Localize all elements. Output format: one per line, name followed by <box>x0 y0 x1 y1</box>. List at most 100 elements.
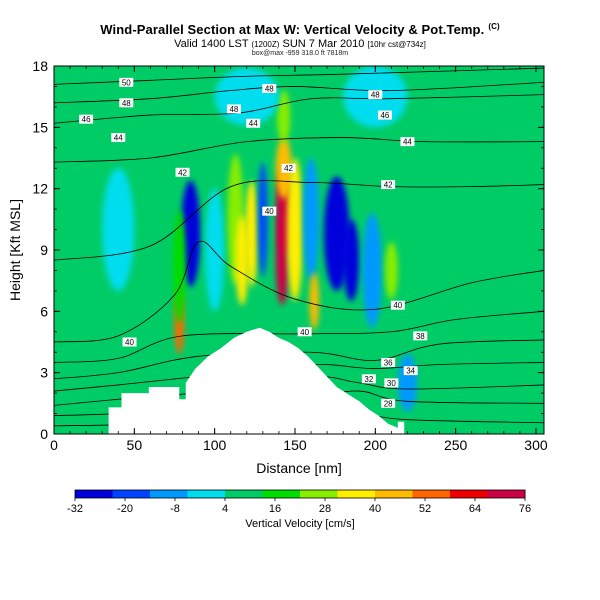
isentrope-line <box>54 180 544 261</box>
contour-label: 40 <box>300 328 309 337</box>
velocity-cell <box>323 176 350 291</box>
velocity-cell <box>275 215 289 306</box>
colorbar-swatch <box>375 490 413 498</box>
colorbar-tick-label: 76 <box>519 503 531 515</box>
velocity-cell <box>172 209 186 324</box>
contour-label-box <box>79 114 94 124</box>
x-axis-label: Distance [nm] <box>256 460 342 476</box>
contour-label-box <box>390 300 405 310</box>
y-axis-label: Height [Kft MSL] <box>7 199 23 301</box>
contour-label: 42 <box>284 164 293 173</box>
contour-label: 50 <box>122 78 131 87</box>
y-tick-label: 3 <box>40 365 48 381</box>
chart-subtitle: Valid 1400 LST (1200Z) SUN 7 Mar 2010 [1… <box>0 38 600 50</box>
contour-label-box <box>262 206 277 216</box>
velocity-cell <box>286 158 304 302</box>
colorbar-swatch <box>300 490 338 498</box>
contour-label: 38 <box>416 332 425 341</box>
contour-label-box <box>403 366 418 376</box>
colorbar-frame <box>74 489 526 499</box>
colorbar-swatch <box>412 490 451 498</box>
velocity-cell <box>343 219 360 302</box>
colorbar-tick-label: 4 <box>222 503 228 515</box>
contour-label: 32 <box>364 375 373 384</box>
contour-label: 34 <box>406 367 415 376</box>
x-tick-label: 200 <box>364 437 388 453</box>
isentrope-line <box>54 94 544 124</box>
colorbar-swatch <box>487 490 526 498</box>
colorbar-swatch <box>262 490 301 498</box>
contour-label-box <box>377 110 392 120</box>
colorbar-swatch <box>187 490 226 498</box>
y-tick-label: 9 <box>40 242 48 258</box>
colorbar-tick-label: 52 <box>419 503 431 515</box>
contour-label: 48 <box>229 105 238 114</box>
velocity-cell <box>205 188 225 312</box>
velocity-cell <box>423 209 520 414</box>
contour-label: 46 <box>82 115 91 124</box>
contour-label-box <box>413 331 428 341</box>
y-tick-label: 12 <box>32 181 48 197</box>
colorbar-label: Vertical Velocity [cm/s] <box>245 518 354 530</box>
colorbar-tick-label: 16 <box>269 503 281 515</box>
contour-label: 40 <box>125 338 134 347</box>
velocity-cell <box>102 168 135 291</box>
contour-label-box <box>400 137 415 147</box>
terrain-mask <box>54 327 544 434</box>
colorbar-tick-label: -20 <box>117 503 133 515</box>
velocity-cell <box>214 68 279 126</box>
contour-label: 48 <box>122 99 131 108</box>
x-tick-label: 100 <box>203 437 227 453</box>
contour-label-box <box>246 118 261 128</box>
colorbar-tick-label: -8 <box>170 503 180 515</box>
subtitle-run: [10hr cst@734z] <box>367 40 426 49</box>
title-mark: (C) <box>488 22 500 31</box>
contour-label: 46 <box>380 111 389 120</box>
contour-label-box <box>281 163 296 173</box>
velocity-cell <box>245 180 259 287</box>
contour-label-box <box>381 180 396 190</box>
colorbar-swatch <box>450 490 488 498</box>
subtitle-utc: (1200Z) <box>251 40 280 49</box>
contour-label: 44 <box>403 138 412 147</box>
x-tick-label: 0 <box>50 437 58 453</box>
colorbar-tick-label: 40 <box>369 503 381 515</box>
isentrope-line <box>54 240 544 343</box>
contour-label-box <box>262 83 277 93</box>
velocity-cell <box>362 213 382 328</box>
subtitle-date: SUN 7 Mar 2010 <box>282 38 365 50</box>
contour-label-box <box>297 327 312 337</box>
colorbar-swatch <box>112 490 151 498</box>
contour-label: 30 <box>387 379 396 388</box>
contour-label-box <box>361 374 376 384</box>
contour-label-box <box>119 98 134 108</box>
colorbar-tick-label: -32 <box>67 503 83 515</box>
velocity-cell <box>303 158 320 281</box>
isentrope-line <box>54 339 544 380</box>
x-tick-label: 50 <box>127 437 143 453</box>
velocity-cell <box>384 241 398 300</box>
velocity-field <box>102 66 520 414</box>
contour-label: 48 <box>371 91 380 100</box>
colorbar-swatch <box>150 490 188 498</box>
contour-label-box <box>111 133 126 143</box>
contour-label-box <box>119 77 134 87</box>
x-tick-label: 150 <box>283 437 307 453</box>
contour-label-box <box>381 357 396 367</box>
contour-label: 40 <box>393 301 402 310</box>
colorbar-swatch <box>225 490 263 498</box>
chart-title: Wind-Parallel Section at Max W: Vertical… <box>100 22 500 37</box>
velocity-cell <box>180 180 201 287</box>
velocity-cell <box>235 215 249 306</box>
x-tick-label: 300 <box>524 437 548 453</box>
velocity-cell <box>397 354 418 412</box>
subtitle-valid: Valid 1400 LST <box>174 38 249 50</box>
contour-label-box <box>384 378 399 388</box>
colorbar-tick-label: 64 <box>469 503 481 515</box>
contour-label-box <box>175 167 190 177</box>
colorbar-tick-label: 28 <box>319 503 331 515</box>
velocity-cell <box>277 90 291 144</box>
y-tick-label: 6 <box>40 303 48 319</box>
contour-label: 36 <box>384 358 393 367</box>
